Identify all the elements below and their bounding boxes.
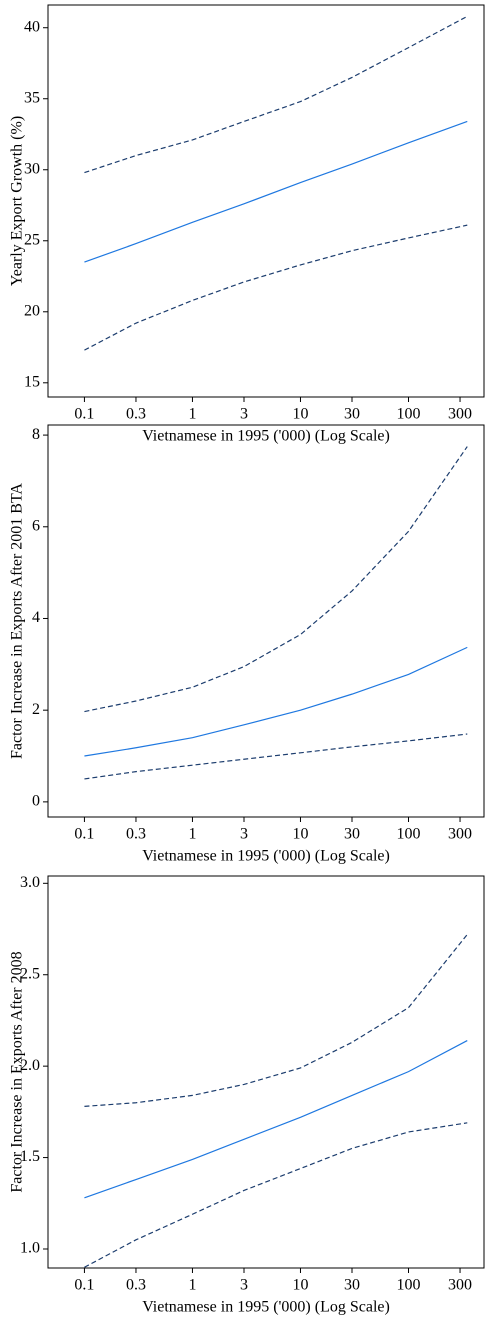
x-tick-label: 10 — [292, 826, 308, 843]
plot-frame — [47, 875, 485, 1269]
x-tick-label: 1 — [188, 406, 196, 423]
ci-line — [84, 15, 468, 174]
x-tick-label: 300 — [448, 826, 472, 843]
y-tick-label: 6 — [32, 517, 40, 534]
plot-frame — [47, 4, 485, 398]
x-tick-label: 300 — [448, 1277, 472, 1294]
x-tick-label: 0.1 — [74, 406, 94, 423]
x-tick-label: 3 — [240, 1277, 248, 1294]
estimate-line — [84, 1040, 468, 1199]
y-tick-label: 35 — [24, 89, 40, 106]
x-tick-label: 10 — [292, 1277, 308, 1294]
x-tick-label: 0.3 — [126, 406, 146, 423]
x-axis-label: Vietnamese in 1995 ('000) (Log Scale) — [142, 428, 390, 445]
x-tick-label: 0.3 — [126, 1277, 146, 1294]
y-tick-label: 2 — [32, 701, 40, 718]
ci-line — [84, 224, 468, 351]
x-tick-label: 100 — [396, 406, 420, 423]
x-tick-label: 0.1 — [74, 1277, 94, 1294]
plot-frame — [47, 424, 485, 818]
y-tick-label: 1.0 — [20, 1240, 40, 1257]
y-tick-label: 4 — [32, 609, 40, 626]
x-axis-label: Vietnamese in 1995 ('000) (Log Scale) — [142, 1299, 390, 1316]
y-axis-label: Factor Increase in Exports After 2008 — [9, 951, 26, 1192]
x-tick-label: 100 — [396, 826, 420, 843]
estimate-line — [84, 646, 468, 757]
x-tick-label: 30 — [344, 406, 360, 423]
x-tick-label: 0.3 — [126, 826, 146, 843]
y-tick-label: 25 — [24, 231, 40, 248]
y-tick-label: 20 — [24, 302, 40, 319]
ci-line — [84, 1122, 468, 1268]
y-tick-label: 3.0 — [20, 874, 40, 891]
y-tick-label: 1.5 — [20, 1148, 40, 1165]
x-tick-label: 3 — [240, 406, 248, 423]
y-axis-label: Factor Increase in Exports After 2001 BT… — [9, 483, 26, 759]
x-tick-label: 30 — [344, 1277, 360, 1294]
ci-line — [84, 446, 468, 713]
x-axis-label: Vietnamese in 1995 ('000) (Log Scale) — [142, 848, 390, 865]
x-tick-label: 100 — [396, 1277, 420, 1294]
y-tick-label: 2.5 — [20, 965, 40, 982]
x-tick-label: 30 — [344, 826, 360, 843]
estimate-line — [84, 120, 468, 263]
y-axis-label: Yearly Export Growth (%) — [9, 116, 26, 286]
y-tick-label: 2.0 — [20, 1057, 40, 1074]
y-tick-label: 15 — [24, 373, 40, 390]
y-tick-label: 30 — [24, 160, 40, 177]
ci-line — [84, 934, 468, 1107]
ci-line — [84, 733, 468, 780]
x-tick-label: 1 — [188, 826, 196, 843]
x-tick-label: 0.1 — [74, 826, 94, 843]
x-tick-label: 3 — [240, 826, 248, 843]
x-tick-label: 1 — [188, 1277, 196, 1294]
x-tick-label: 10 — [292, 406, 308, 423]
x-tick-label: 300 — [448, 406, 472, 423]
y-tick-label: 8 — [32, 426, 40, 443]
y-tick-label: 40 — [24, 18, 40, 35]
y-tick-label: 0 — [32, 793, 40, 810]
